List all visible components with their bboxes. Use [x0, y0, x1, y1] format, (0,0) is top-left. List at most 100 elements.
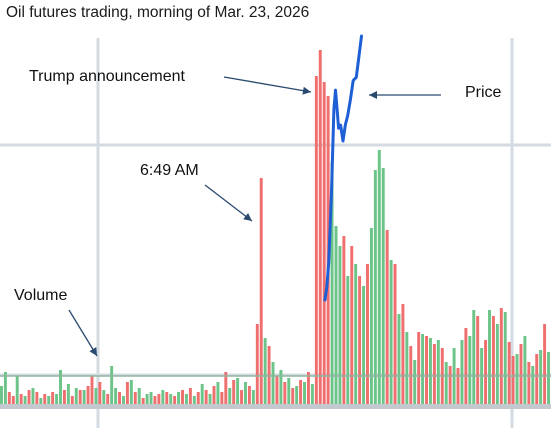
volume-bar [385, 230, 389, 406]
volume-bar [397, 314, 401, 406]
annotation-volume: Volume [14, 287, 67, 304]
volume-bar [314, 76, 318, 406]
annotation-trump: Trump announcement [29, 68, 185, 85]
volume-bar [342, 236, 346, 406]
volume-bar [200, 384, 204, 406]
volume-bar [19, 394, 23, 406]
volume-bar [62, 390, 66, 406]
volume-bar [346, 276, 350, 406]
arrow-volume [68, 309, 98, 357]
volume-bar [263, 338, 267, 406]
volume-bar [153, 396, 157, 406]
volume-bar [306, 372, 310, 406]
volume-bar [491, 316, 495, 406]
volume-bar [362, 286, 366, 406]
volume-bar [531, 366, 535, 406]
volume-bar [192, 396, 196, 406]
volume-bar [184, 394, 188, 406]
volume-bar [436, 340, 440, 406]
volume-bar [413, 360, 417, 406]
volume-bar [425, 336, 428, 406]
volume-bar [401, 304, 405, 406]
volume-bar [11, 396, 15, 406]
volume-bar [208, 394, 212, 406]
volume-bar [55, 394, 59, 406]
volume-bar [240, 390, 244, 406]
volume-bars [0, 50, 550, 406]
volume-bar [129, 380, 133, 406]
arrow-time [204, 184, 253, 222]
volume-bar [527, 362, 531, 406]
volume-bar [118, 392, 122, 406]
volume-bar [476, 316, 480, 406]
volume-bar [318, 50, 322, 406]
volume-bar [94, 388, 98, 406]
volume-bar [484, 340, 488, 406]
volume-bar [488, 310, 491, 406]
volume-bar [236, 378, 240, 406]
volume-bar [523, 336, 527, 406]
volume-bar [275, 376, 279, 406]
volume-bar [78, 390, 82, 406]
volume-bar [169, 394, 173, 406]
volume-bar [499, 308, 503, 406]
volume-bar [23, 396, 27, 406]
volume-bar [3, 372, 7, 406]
volume-bar [428, 338, 432, 406]
volume-bar [66, 384, 70, 406]
volume-bar [299, 380, 303, 406]
volume-bar [98, 382, 102, 406]
volume-bar [417, 332, 421, 406]
volume-bar [543, 324, 547, 406]
baseline-band [0, 404, 551, 409]
volume-bar [519, 344, 523, 406]
volume-bar [74, 388, 78, 406]
volume-bar [165, 392, 169, 406]
volume-bar [287, 378, 291, 406]
volume-bar [405, 332, 409, 406]
volume-bar [0, 386, 3, 406]
volume-bar [421, 334, 425, 406]
volume-bar [59, 370, 62, 406]
volume-bar [247, 386, 251, 406]
volume-bar [82, 390, 86, 406]
volume-bar [51, 392, 55, 406]
volume-bar [110, 366, 114, 406]
volume-bar [90, 376, 94, 406]
volume-baseline [0, 375, 551, 409]
volume-bar [350, 246, 354, 406]
volume-bar [456, 368, 460, 406]
volume-bar [224, 372, 228, 406]
price-line [323, 34, 363, 302]
arrow-price [369, 91, 441, 99]
volume-bar [161, 390, 165, 406]
volume-bar [369, 228, 373, 406]
volume-bar [141, 398, 145, 406]
volume-bar [157, 394, 161, 406]
volume-bar [255, 324, 259, 406]
volume-bar [106, 394, 110, 406]
volume-bar [444, 362, 448, 406]
volume-bar [460, 340, 464, 406]
volume-bar [251, 390, 255, 406]
volume-bar [7, 392, 11, 406]
volume-bar [86, 386, 90, 406]
volume-bar [452, 348, 456, 406]
volume-bar [212, 386, 216, 406]
volume-bar [259, 178, 263, 406]
volume-bar [228, 388, 232, 406]
volume-bar [393, 264, 397, 406]
volume-bar [220, 392, 224, 406]
volume-bar [547, 352, 550, 406]
volume-bar [173, 396, 177, 406]
volume-bar [31, 388, 35, 406]
volume-bar [43, 394, 47, 406]
volume-bar [279, 370, 283, 406]
volume-bar [358, 276, 362, 406]
volume-bar [244, 382, 247, 406]
annotation-time: 6:49 AM [140, 162, 199, 179]
volume-bar [535, 354, 539, 406]
volume-bar [373, 170, 377, 406]
volume-bar [149, 392, 153, 406]
